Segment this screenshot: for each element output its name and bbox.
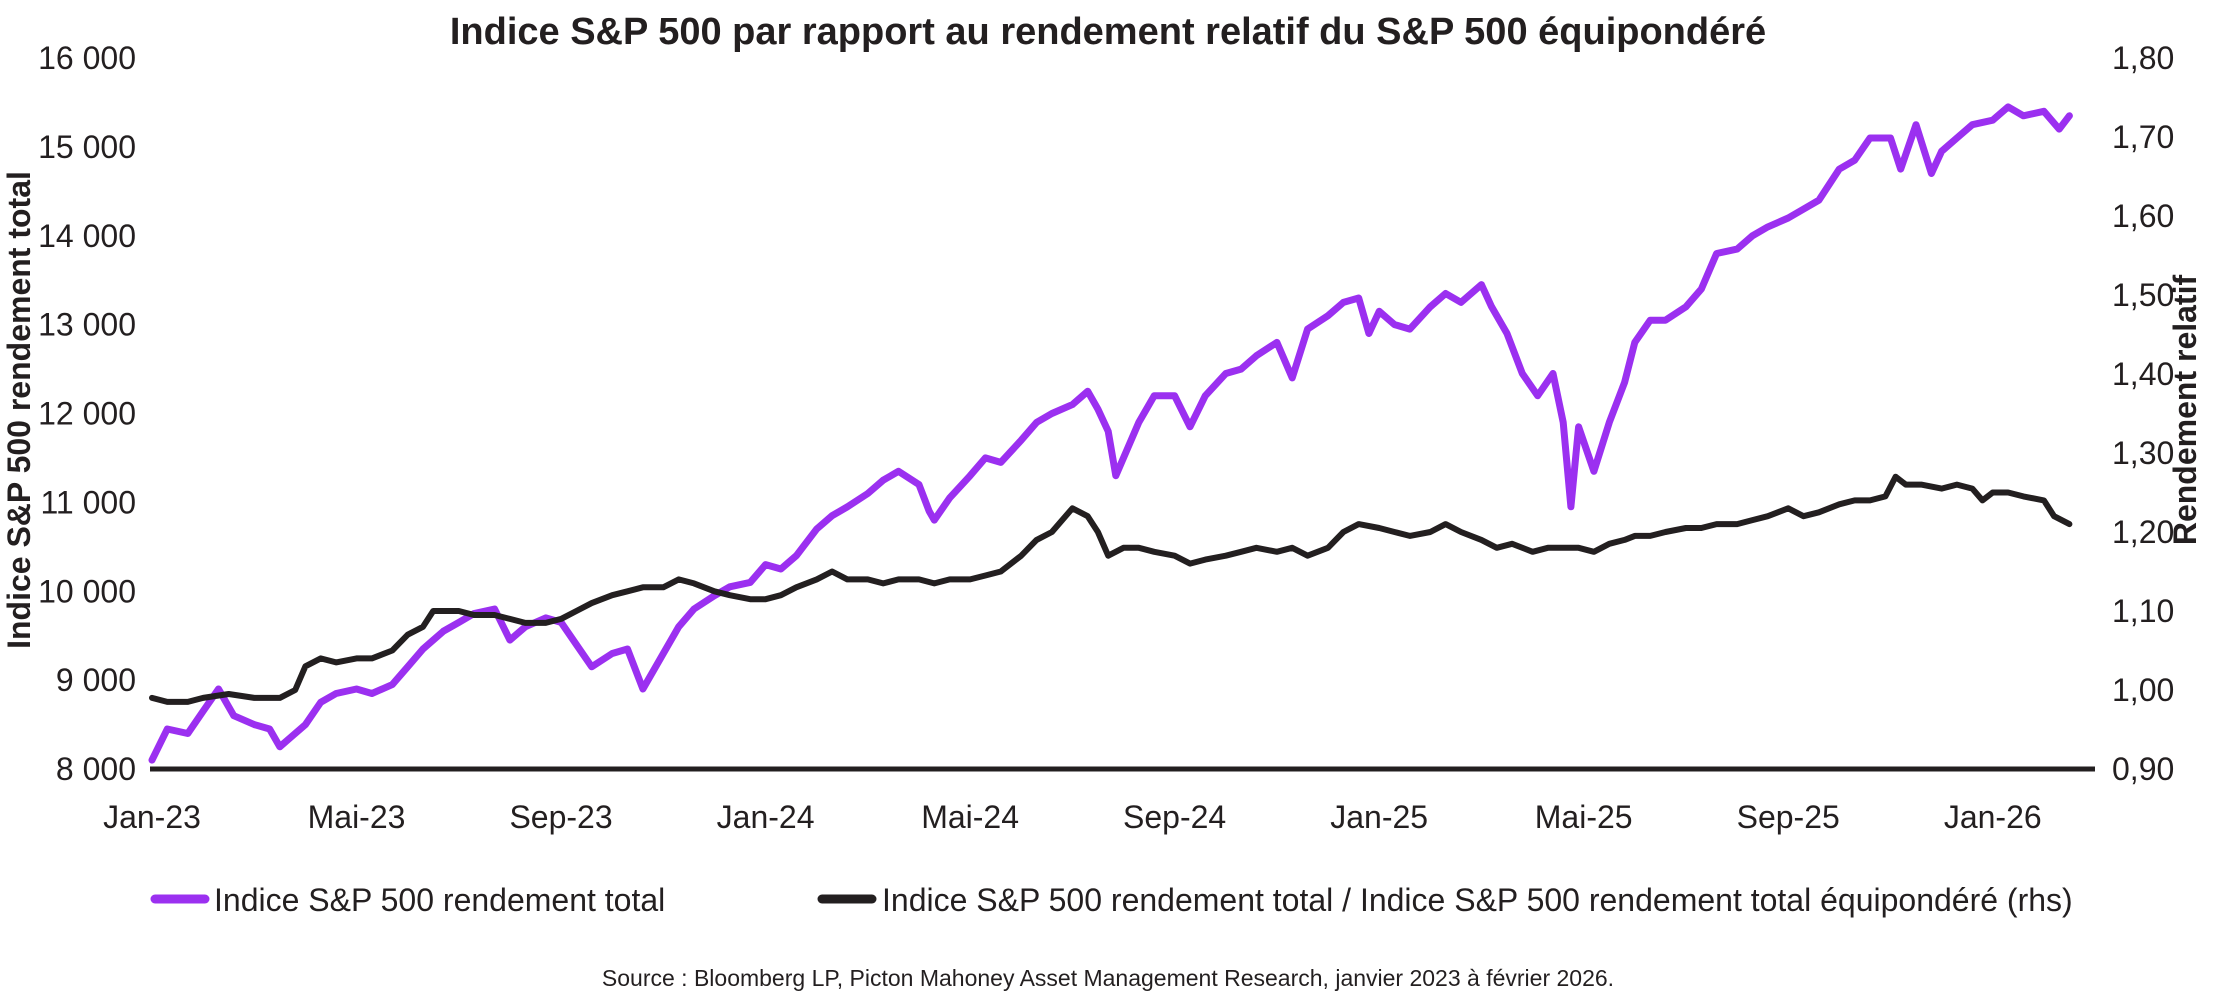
right-tick-label: 1,50 (2112, 277, 2174, 313)
series-line-ratio (149, 473, 2073, 705)
x-tick-label: Sep-23 (509, 799, 612, 835)
left-tick-label: 16 000 (38, 40, 136, 76)
right-tick-label: 1,60 (2112, 198, 2174, 234)
left-axis-ticks: 8 000 9 000 10 000 11 000 12 000 13 000 14 000… (38, 40, 136, 787)
x-tick-label: Mai-24 (921, 799, 1019, 835)
left-tick-label: 11 000 (41, 484, 137, 520)
right-axis-ticks: 0,90 1,00 1,10 1,20 1,30 1,40 1,50 1,60 1,70 1,80 (2112, 40, 2174, 787)
right-tick-label: 1,80 (2112, 40, 2174, 76)
x-tick-label: Jan-23 (103, 799, 201, 835)
x-tick-label: Mai-25 (1535, 799, 1633, 835)
right-tick-label: 1,40 (2112, 356, 2174, 392)
right-tick-label: 0,90 (2112, 751, 2174, 787)
right-axis-label: Rendement relatif (2167, 275, 2203, 546)
chart-title: Indice S&P 500 par rapport au rendement … (450, 11, 1766, 53)
left-tick-label: 15 000 (38, 129, 136, 165)
x-tick-label: Sep-25 (1737, 799, 1840, 835)
left-tick-label: 13 000 (38, 307, 136, 343)
left-tick-label: 10 000 (38, 573, 136, 609)
x-tick-label: Jan-26 (1944, 799, 2042, 835)
right-tick-label: 1,00 (2112, 672, 2174, 708)
series-layer (148, 103, 2073, 764)
source-note: Source : Bloomberg LP, Picton Mahoney As… (602, 965, 1614, 991)
x-axis-ticks: Jan-23 Mai-23 Sep-23 Jan-24 Mai-24 Sep-24 Jan-… (103, 799, 2042, 835)
x-tick-label: Sep-24 (1123, 799, 1226, 835)
right-tick-label: 1,20 (2112, 514, 2174, 550)
x-tick-label: Mai-23 (308, 799, 406, 835)
x-tick-label: Jan-24 (717, 799, 815, 835)
left-tick-label: 8 000 (56, 751, 136, 787)
left-tick-label: 12 000 (38, 396, 136, 432)
series-line-sp500 (148, 103, 2073, 764)
x-tick-label: Jan-25 (1330, 799, 1428, 835)
right-tick-label: 1,70 (2112, 119, 2174, 155)
right-tick-label: 1,30 (2112, 435, 2174, 471)
legend: Indice S&P 500 rendement total Indice S&… (150, 882, 2073, 918)
legend-label-ratio: Indice S&P 500 rendement total / Indice … (882, 882, 2073, 918)
left-tick-label: 14 000 (38, 218, 136, 254)
left-tick-label: 9 000 (56, 662, 136, 698)
legend-label-sp500: Indice S&P 500 rendement total (214, 882, 665, 918)
right-tick-label: 1,10 (2112, 593, 2174, 629)
left-axis-label: Indice S&P 500 rendement total (1, 171, 37, 649)
